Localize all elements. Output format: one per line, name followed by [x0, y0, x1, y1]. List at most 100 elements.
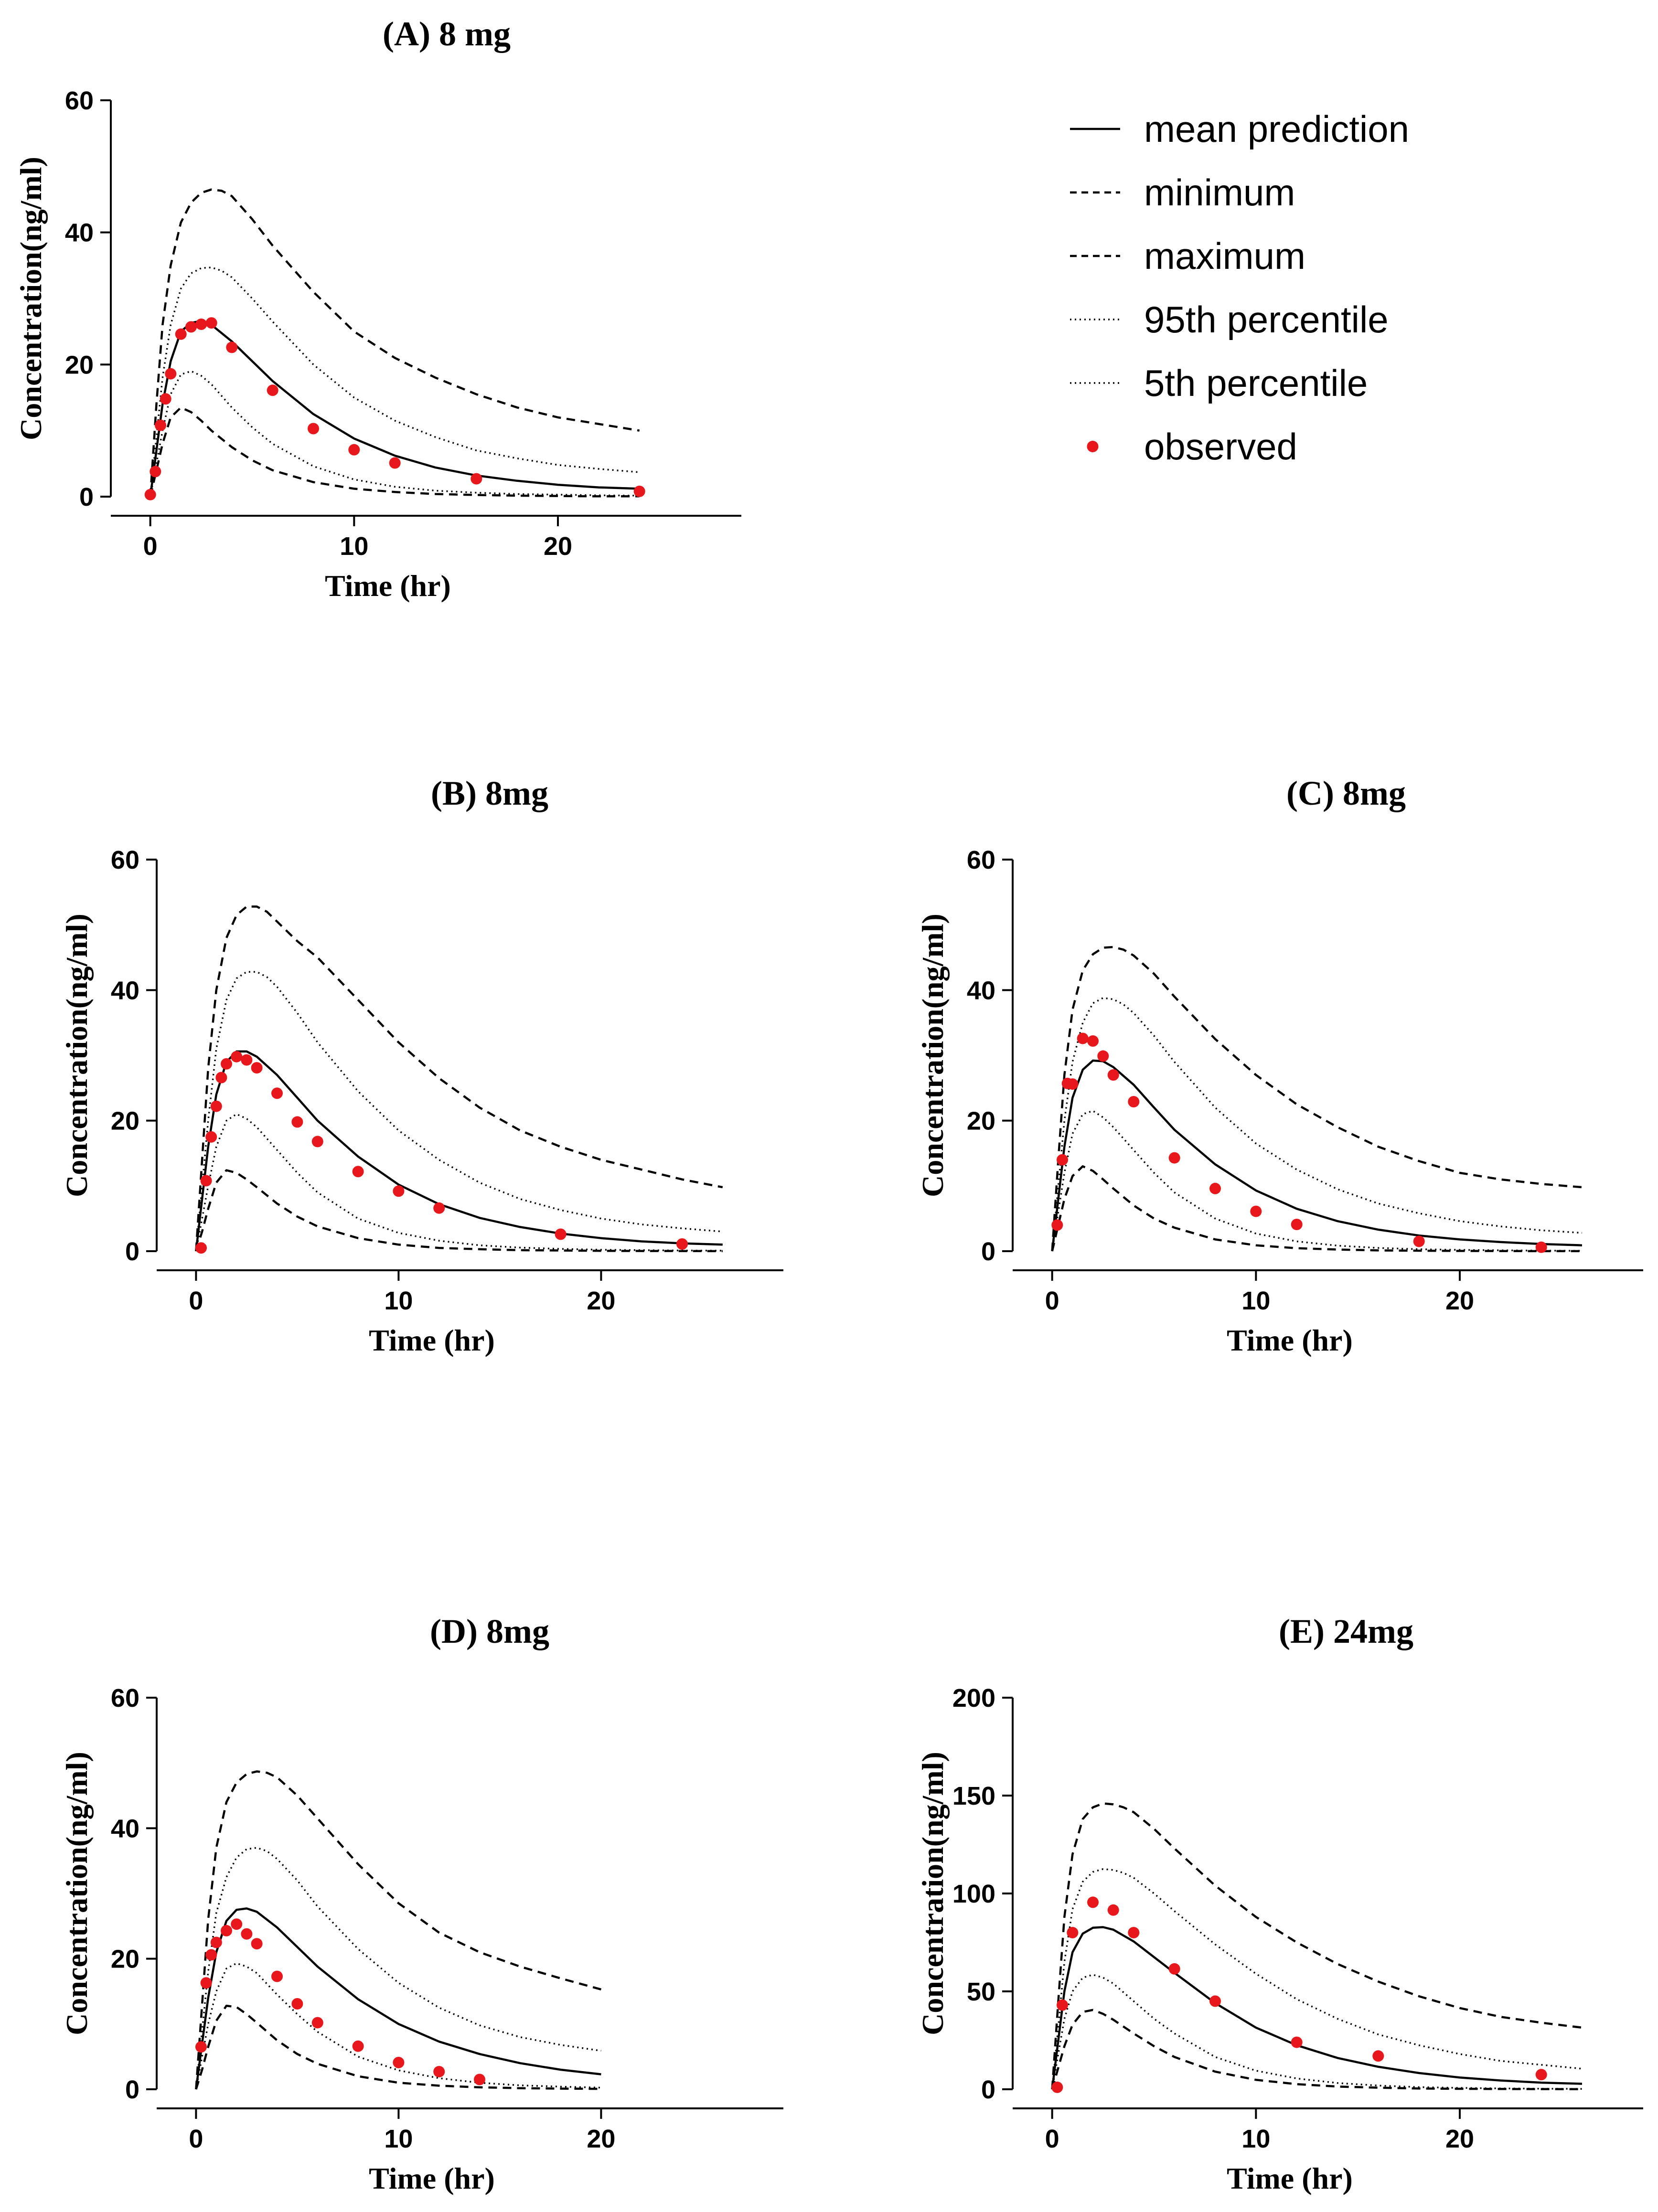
observed-point — [160, 393, 171, 405]
legend-marker-observed — [1087, 441, 1099, 452]
observed-point — [221, 1058, 232, 1070]
observed-point — [271, 1087, 283, 1099]
y-tick-label: 60 — [967, 846, 995, 874]
observed-point — [633, 485, 645, 497]
series-max-line — [149, 188, 640, 497]
observed-point — [1168, 1152, 1180, 1164]
observed-point — [393, 2057, 405, 2068]
observed-point — [1128, 1927, 1140, 1938]
series-max-line — [195, 905, 723, 1252]
observed-point — [1209, 1182, 1221, 1194]
observed-point — [389, 457, 401, 469]
observed-point — [1372, 2050, 1384, 2062]
x-tick-label: 10 — [384, 1287, 413, 1315]
observed-point — [1250, 1205, 1262, 1217]
series-p5-line — [195, 1113, 723, 1252]
observed-point — [1087, 1896, 1099, 1908]
y-tick-label: 0 — [79, 483, 94, 511]
x-tick-label: 10 — [384, 2125, 413, 2153]
observed-point — [205, 1949, 217, 1961]
y-tick-label: 60 — [65, 86, 94, 115]
observed-point — [311, 2017, 323, 2029]
panel-title: (B) 8mg — [431, 774, 548, 812]
observed-point — [195, 2041, 207, 2053]
y-tick-label: 200 — [952, 1684, 995, 1712]
observed-point — [1067, 1078, 1079, 1090]
y-tick-label: 20 — [111, 1945, 139, 1974]
observed-point — [1077, 1032, 1089, 1044]
y-tick-label: 40 — [65, 219, 94, 247]
y-tick-label: 40 — [967, 976, 995, 1005]
observed-point — [251, 1062, 263, 1074]
x-tick-label: 10 — [1241, 1287, 1270, 1315]
y-tick-label: 40 — [111, 976, 139, 1005]
observed-point — [555, 1228, 567, 1240]
legend-label: 5th percentile — [1144, 362, 1368, 404]
observed-point — [241, 1928, 253, 1940]
y-tick-label: 0 — [125, 1237, 139, 1266]
series-p95-line — [195, 971, 723, 1252]
series-max-line — [1051, 946, 1583, 1252]
y-tick-label: 20 — [111, 1107, 139, 1136]
observed-point — [1107, 1904, 1119, 1916]
series-mean-line — [149, 319, 640, 497]
observed-point — [474, 2074, 485, 2085]
legend-item-p5: 5th percentile — [1070, 362, 1368, 404]
legend: mean prediction minimum maximum 95th percen… — [1070, 108, 1409, 468]
observed-point — [251, 1938, 263, 1950]
observed-point — [215, 1072, 227, 1084]
y-axis-label: Concentration(ng/ml) — [14, 157, 48, 440]
observed-point — [433, 2066, 445, 2078]
y-tick-label: 40 — [111, 1814, 139, 1843]
observed-point — [231, 1051, 243, 1063]
x-tick-label: 20 — [544, 532, 572, 561]
series-p95-line — [195, 1847, 601, 2090]
y-tick-label: 0 — [981, 1237, 995, 1266]
series-max-line — [1051, 1802, 1583, 2090]
observed-point — [150, 466, 161, 478]
y-axis-label: Concentration(ng/ml) — [60, 1752, 94, 2035]
legend-item-mean: mean prediction — [1070, 108, 1409, 150]
observed-point — [393, 1185, 405, 1197]
observed-point — [210, 1100, 222, 1112]
observed-point — [352, 2040, 364, 2052]
panel-title: (C) 8mg — [1286, 774, 1406, 812]
chart-panel-d: (D) 8mg 0 20 40 60 0 10 20 Time (hr) Concentratio… — [60, 1612, 783, 2195]
y-tick-label: 60 — [111, 1684, 139, 1712]
chart-panel-c: (C) 8mg 0 20 40 60 0 10 20 Time (hr) Concentratio… — [916, 774, 1643, 1357]
observed-point — [271, 1970, 283, 1982]
chart-panel-e: (E) 24mg 0 50 100 150 200 0 10 20 Time (hr) Concen… — [916, 1612, 1643, 2195]
series-p95-line — [149, 266, 640, 497]
series-p95-line — [1051, 997, 1583, 1252]
panel-title: (D) 8mg — [430, 1612, 549, 1650]
observed-point — [1128, 1096, 1140, 1107]
observed-point — [291, 1116, 303, 1128]
observed-point — [155, 419, 166, 431]
observed-point — [1051, 1219, 1063, 1231]
observed-point — [291, 1998, 303, 2010]
observed-point — [1087, 1035, 1099, 1047]
panel-title: (E) 24mg — [1279, 1612, 1413, 1650]
legend-item-obs: observed — [1087, 425, 1297, 468]
y-tick-label: 20 — [65, 351, 94, 379]
observed-point — [210, 1936, 222, 1948]
chart-panel-b: (B) 8mg 0 20 40 60 0 10 20 Time (hr) Concentratio… — [60, 774, 783, 1357]
observed-point — [226, 341, 238, 353]
x-axis-label: Time (hr) — [369, 2161, 495, 2195]
observed-point — [1067, 1927, 1079, 1938]
observed-point — [311, 1136, 323, 1148]
observed-point — [1057, 1154, 1068, 1166]
x-tick-label: 20 — [1445, 2125, 1474, 2153]
y-axis-label: Concentration(ng/ml) — [916, 1752, 950, 2035]
y-axis-label: Concentration(ng/ml) — [60, 914, 94, 1197]
x-tick-label: 0 — [189, 1287, 203, 1315]
x-tick-label: 0 — [189, 2125, 203, 2153]
observed-point — [221, 1925, 232, 1936]
observed-point — [1097, 1050, 1109, 1062]
observed-point — [1057, 1999, 1068, 2011]
series-p95-line — [1051, 1868, 1583, 2090]
legend-label: mean prediction — [1144, 108, 1409, 150]
x-tick-label: 0 — [1045, 2125, 1059, 2153]
x-tick-label: 0 — [143, 532, 158, 561]
